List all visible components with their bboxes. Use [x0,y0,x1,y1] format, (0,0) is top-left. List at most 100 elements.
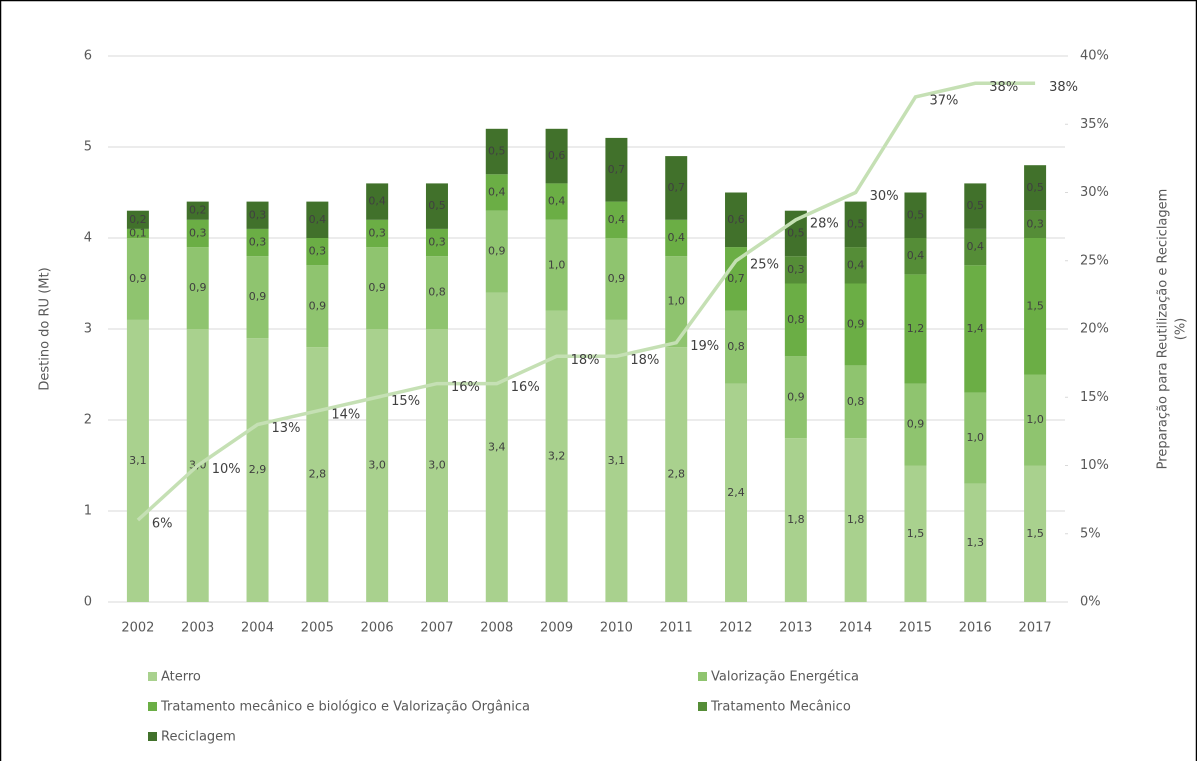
data-label: 3,1 [608,454,626,467]
bar-segment [904,274,927,384]
bar-segment [246,228,269,257]
data-label: 0,5 [787,226,805,239]
legend-label: Aterro [161,670,201,685]
bar-segment [1024,465,1047,602]
line-label: 16% [451,380,480,395]
y-axis-title: Destino do RU (Mt) [38,267,53,390]
data-label: 0,5 [847,217,865,230]
data-label: 1,5 [907,527,925,540]
y-tick-label: 6 [84,49,92,64]
data-label: 0,2 [129,213,147,226]
bar-segment [964,483,987,602]
bar-segment [246,338,269,602]
bar-segment [126,238,149,320]
data-label: 0,4 [967,240,985,253]
bar-segment [1024,374,1047,466]
bar-segment [964,183,987,229]
data-label: 0,3 [249,208,267,221]
line-label: 14% [331,407,360,422]
x-tick-label: 2012 [719,621,752,636]
bar-segment [904,465,927,602]
data-label: 1,2 [907,322,925,335]
y2-tick-label: 5% [1080,526,1101,541]
x-tick-label: 2008 [480,621,513,636]
bar-segment [964,228,987,266]
data-label: 3,2 [548,449,566,462]
data-label: 0,6 [727,213,745,226]
data-label: 0,9 [907,418,925,431]
data-label: 0,9 [129,272,147,285]
bar-segment [366,219,389,248]
legend-swatch [148,672,157,681]
bar-segment [186,201,209,220]
data-label: 0,5 [488,145,506,158]
line-label: 16% [511,380,540,395]
bar-segment [605,201,628,238]
y-tick-label: 1 [84,504,92,519]
y-tick-label: 4 [84,231,92,246]
bar-segment [186,247,209,329]
line [136,81,1036,522]
data-label: 0,9 [787,390,805,403]
data-label: 0,4 [847,258,865,271]
data-label: 0,7 [667,181,685,194]
x-tick-label: 2003 [181,621,214,636]
data-label: 1,4 [967,322,985,335]
y2-axis-title: Preparação para Reutilização e Reciclage… [1156,189,1171,470]
legend-swatch [698,702,707,711]
legend-label: Valorização Energética [711,670,859,685]
data-label: 0,7 [727,272,745,285]
data-label: 3,4 [488,440,506,453]
bar-segment [844,365,867,439]
data-label: 0,5 [967,199,985,212]
bar-segment [725,383,748,602]
bar-segment [964,265,987,393]
data-label: 1,3 [967,536,985,549]
data-label: 0,9 [249,290,267,303]
bar-segment [306,265,329,348]
x-tick-label: 2013 [779,621,812,636]
data-label: 0,4 [548,195,566,208]
y-tick-label: 2 [84,413,92,428]
data-label: 0,1 [129,226,147,239]
line-label: 28% [810,216,839,231]
legend-swatch [698,672,707,681]
data-label: 0,9 [368,281,386,294]
x-tick-label: 2005 [301,621,334,636]
data-label: 2,9 [249,463,267,476]
bar-segment [366,183,389,220]
bar-segment [665,347,688,602]
data-label: 1,0 [967,431,985,444]
data-label: 3,0 [428,459,446,472]
line-label: 13% [272,421,301,436]
bar-segment [784,256,807,284]
bar-segment [844,283,867,366]
line-label: 38% [1049,80,1078,95]
y2-tick-label: 10% [1080,458,1109,473]
data-label: 2,8 [309,468,327,481]
x-tick-label: 2004 [241,621,274,636]
line-label: 19% [690,339,719,354]
bar-segment [784,283,807,357]
bar-segment [1024,210,1047,238]
bar-segment [844,438,867,602]
bar-segment [425,228,448,257]
bar-segment [246,201,269,229]
y2-tick-label: 30% [1080,185,1109,200]
bar-segment [964,392,987,484]
legend-label: Tratamento mecânico e biológico e Valori… [160,700,530,715]
bar-segment [904,192,927,238]
bar-segment [1024,165,1047,211]
line-label: 38% [989,80,1018,95]
data-label: 1,8 [847,513,865,526]
line-label: 18% [630,353,659,368]
data-label: 0,8 [428,286,446,299]
bar-segment [844,247,867,284]
data-label: 0,4 [667,231,685,244]
data-label: 1,5 [1026,299,1044,312]
bar-segment [665,219,688,257]
data-label: 3,0 [368,459,386,472]
x-tick-label: 2014 [839,621,872,636]
bar-segment [725,310,748,384]
data-label: 0,9 [309,299,327,312]
